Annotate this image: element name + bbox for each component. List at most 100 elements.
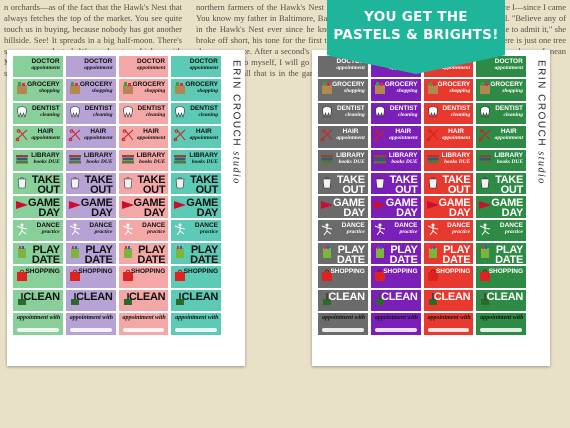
sticker-sublabel: shopping [502,88,523,95]
sticker-label: TAKE [336,173,365,186]
sticker-sublabel: appointment [84,65,113,71]
sticker-sublabel: cleaning [503,111,523,118]
sticker-sublabel: DAY [143,207,166,218]
sticker-shopping: SHOPPING [118,266,169,288]
sticker-label: appointment with [17,315,61,322]
sticker-label: HAIR [143,128,159,136]
sticker-label: DENTIST [190,104,218,112]
game-icon [173,198,187,212]
sticker-dance: DANCE practice [118,219,169,242]
sticker-label: GAME [80,197,113,210]
sticker-label: TAKE [84,173,113,186]
sticker-sublabel: appointment [336,135,365,142]
dentist-icon [173,105,187,119]
dance-icon [320,222,334,236]
sticker-label: TAKE [31,173,60,186]
dentist-icon [68,105,82,119]
sticker-sublabel: appointment [31,65,60,71]
sticker-label: SHOPPING [488,268,523,276]
sticker-sublabel: books DUE [33,158,60,165]
sticker-shopping: SHOPPING [171,266,221,288]
clean-icon [15,292,29,306]
sticker-playdate: PLAY DATE [370,243,421,265]
sticker-sublabel: shopping [144,88,166,95]
sticker-label: CLEAN [328,290,365,303]
sticker-label: HAIR [195,128,212,136]
takeout-icon [426,175,440,189]
sticker-label: SHOPPING [330,268,365,276]
sticker-label: CLEAN [381,290,418,303]
sticker-clean: CLEAN [118,289,169,312]
write-in-line [69,327,112,332]
sticker-sublabel: shopping [38,88,60,95]
shopping-icon [68,268,82,282]
playdate-icon [320,245,334,259]
grocery-icon [426,81,440,95]
sticker-appt: appointment with [423,313,474,335]
sticker-shopping: SHOPPING [476,266,526,288]
sticker-sublabel: practice [504,228,523,235]
game-icon [68,198,82,212]
sticker-takeout: TAKE OUT [118,172,169,195]
clean-icon [426,292,440,306]
sticker-sublabel: appointment [84,135,113,142]
sticker-sublabel: OUT [142,183,166,195]
sticker-dance: DANCE practice [65,219,116,242]
shopping-icon [15,268,29,282]
grocery-icon [121,81,135,95]
game-icon [478,198,492,212]
dance-icon [478,222,492,236]
library-icon [426,152,440,166]
sticker-label: DENTIST [84,104,113,112]
sticker-label: SHOPPING [130,268,166,276]
sticker-sublabel: DATE [84,254,113,265]
sticker-hair: HAIR appointment [65,126,116,148]
dance-icon [426,222,440,236]
shopping-icon [320,268,334,282]
sticker-sublabel: DAY [91,207,113,218]
sticker-sublabel: books DUE [139,158,166,165]
takeout-icon [68,175,82,189]
sticker-dentist: DENTIST cleaning [65,102,116,125]
sticker-appt: appointment with [118,313,169,335]
brand-name: ERIN CROUCH [535,60,547,148]
sticker-label: PLAY [337,244,365,257]
clean-icon [173,292,187,306]
sticker-sublabel: cleaning [145,111,166,118]
sticker-label: GAME [438,197,471,210]
sticker-label: HAIR [342,128,359,136]
sticker-sublabel: books DUE [86,158,113,165]
sticker-dentist: DENTIST cleaning [318,102,368,125]
sticker-dentist: DENTIST cleaning [171,102,221,125]
sticker-label: PLAY [495,244,523,257]
sticker-label: CLEAN [23,290,60,303]
brand-watermark: ERIN CROUCH studio [534,60,548,270]
sticker-shopping: SHOPPING [65,266,116,288]
sticker-sublabel: OUT [395,183,418,195]
playdate-icon [173,245,187,259]
sticker-takeout: TAKE OUT [13,172,63,195]
sticker-grocery: GROCERY shopping [476,79,526,101]
grocery-icon [478,81,492,95]
sticker-sublabel: shopping [197,88,218,95]
playdate-icon [68,245,82,259]
sticker-clean: CLEAN [318,289,368,312]
brand-watermark: ERIN CROUCH studio [229,60,243,270]
sticker-shopping: SHOPPING [318,266,368,288]
sticker-label: DANCE [142,221,166,229]
takeout-icon [320,175,334,189]
sticker-takeout: TAKE OUT [370,172,421,195]
dance-icon [173,222,187,236]
library-icon [373,152,387,166]
sticker-sublabel: appointment [441,135,471,142]
sticker-label: CLEAN [181,290,219,303]
library-icon [320,152,334,166]
dance-icon [121,222,135,236]
hair-icon [15,128,29,142]
brand-name: ERIN CROUCH [230,60,242,148]
sticker-sublabel: books DUE [391,158,418,165]
sticker-playdate: PLAY DATE [171,243,221,265]
sticker-hair: HAIR appointment [370,126,421,148]
sticker-sublabel: books DUE [444,158,471,165]
sticker-takeout: TAKE OUT [476,172,526,195]
